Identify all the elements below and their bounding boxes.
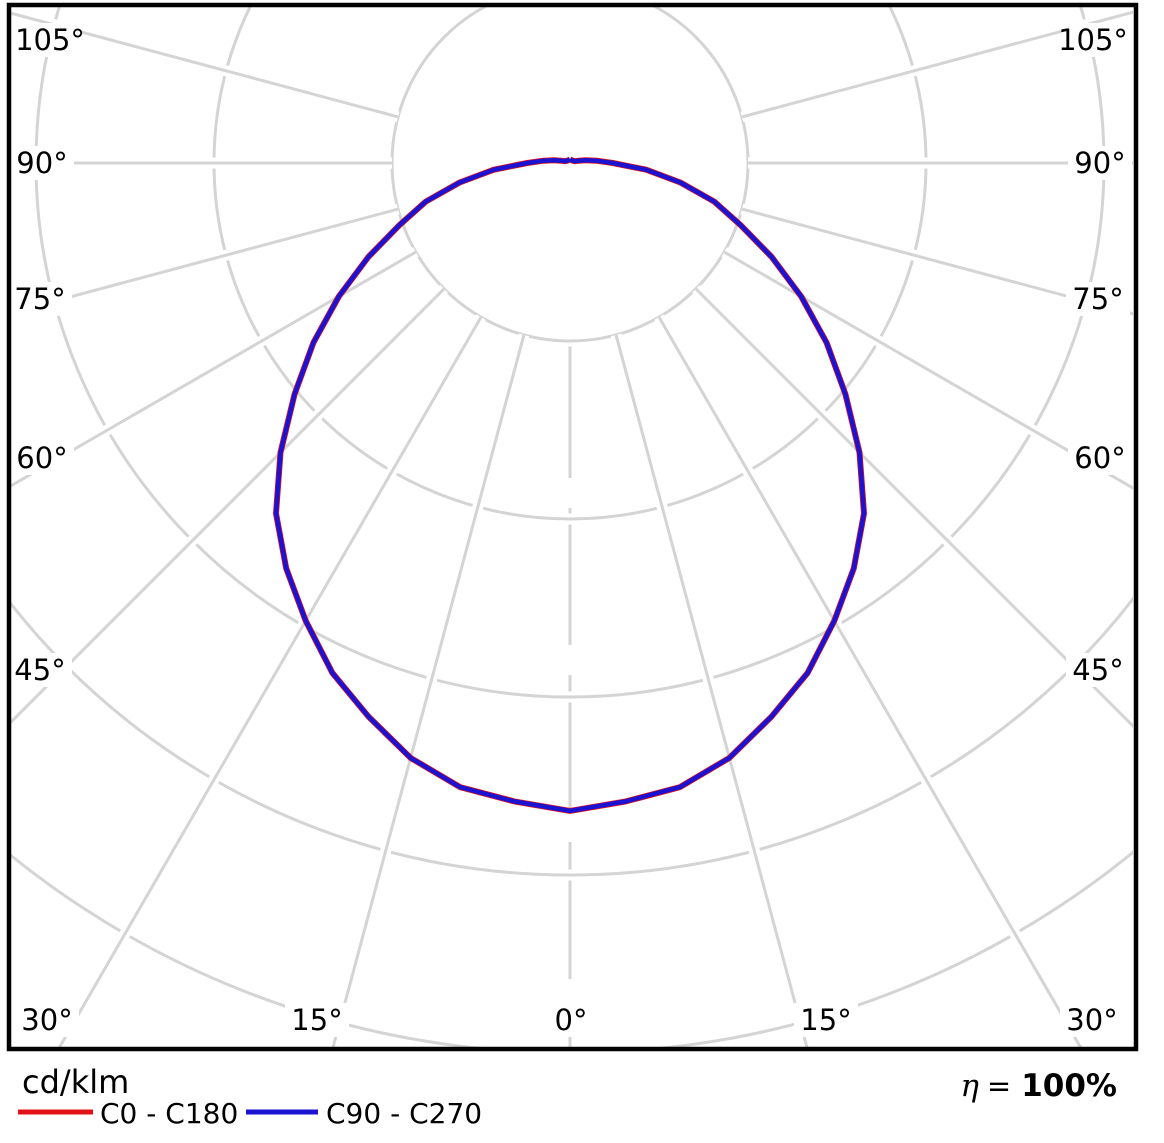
radial-line <box>741 207 1133 316</box>
radial-line <box>331 334 526 1048</box>
angle-tick-label: 105° <box>15 23 85 57</box>
angle-tick-labels: 105° 90° 75° 60° 45° 105° 90° 75° 60° 45° 30° 15° 0°… <box>8 23 1132 1037</box>
angle-tick-label: 45° <box>1072 653 1123 687</box>
efficiency-operator: = <box>987 1069 1011 1103</box>
legend-label-c90-c270: C90 - C270 <box>326 1097 482 1130</box>
angle-tick-label: 30° <box>1066 1003 1117 1037</box>
angle-tick-label: 60° <box>16 441 67 475</box>
radial-line <box>741 10 1133 119</box>
grid-ring <box>11 596 1133 877</box>
tick-label-backing <box>10 146 74 180</box>
radial-line <box>57 316 483 1048</box>
legend-label-c0-c180: C0 - C180 <box>100 1097 238 1130</box>
radial-line <box>657 316 1083 1048</box>
angle-tick-label: 60° <box>1074 441 1125 475</box>
tick-label-backing <box>1061 23 1125 57</box>
angle-tick-label: 30° <box>21 1003 72 1037</box>
tick-label-backing <box>8 282 72 316</box>
curves <box>273 156 867 814</box>
radial-line <box>614 334 809 1048</box>
tick-label-backing <box>539 1003 603 1037</box>
radial-line <box>11 11 399 119</box>
tick-label-backing <box>794 1003 858 1037</box>
angle-tick-label: 15° <box>800 1003 851 1037</box>
angle-tick-label: 75° <box>1072 282 1123 316</box>
plot-border <box>6 2 1139 1052</box>
legend: cd/klm C0 - C180 C90 - C270 η = 100% <box>18 1063 1117 1130</box>
radial-line <box>11 207 399 315</box>
tick-label-backing <box>8 653 72 687</box>
angle-tick-label: 90° <box>1074 146 1125 180</box>
tick-label-backing <box>10 441 74 475</box>
legend-unit-label: cd/klm <box>22 1063 129 1101</box>
tick-label-backing <box>1068 441 1132 475</box>
efficiency-value: 100% <box>1021 1068 1117 1104</box>
tick-label-backing <box>1060 1003 1124 1037</box>
angle-tick-label: 45° <box>14 653 65 687</box>
efficiency-symbol: η <box>960 1068 979 1104</box>
curve-c90-c270 <box>273 157 867 814</box>
tick-label-backing <box>1068 146 1132 180</box>
tick-label-backing <box>1066 653 1130 687</box>
angle-tick-label: 105° <box>1058 23 1128 57</box>
efficiency-text: η = 100% <box>960 1068 1117 1104</box>
radial-line <box>723 250 1133 490</box>
radial-line <box>11 250 417 488</box>
angle-tick-label: 75° <box>14 282 65 316</box>
tick-label-backing <box>285 1003 349 1037</box>
tick-label-backing <box>1066 282 1130 316</box>
tick-label-backing <box>18 23 82 57</box>
angle-tick-label: 90° <box>16 146 67 180</box>
angle-tick-label: 15° <box>291 1003 342 1037</box>
angle-tick-label: 0° <box>555 1003 588 1037</box>
tick-label-backing <box>15 1003 79 1037</box>
